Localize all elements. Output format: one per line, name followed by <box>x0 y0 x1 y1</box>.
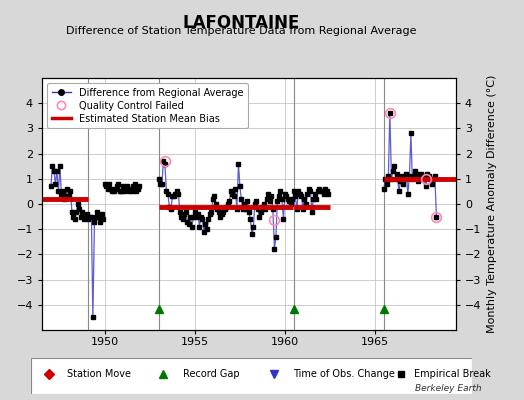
Text: Record Gap: Record Gap <box>183 369 240 379</box>
Text: Difference of Station Temperature Data from Regional Average: Difference of Station Temperature Data f… <box>66 26 416 36</box>
Text: Station Move: Station Move <box>67 369 130 379</box>
Text: Time of Obs. Change: Time of Obs. Change <box>293 369 395 379</box>
Text: Empirical Break: Empirical Break <box>414 369 491 379</box>
Legend: Difference from Regional Average, Quality Control Failed, Estimated Station Mean: Difference from Regional Average, Qualit… <box>47 83 248 128</box>
Text: LAFONTAINE: LAFONTAINE <box>182 14 300 32</box>
Y-axis label: Monthly Temperature Anomaly Difference (°C): Monthly Temperature Anomaly Difference (… <box>487 75 497 333</box>
Text: Berkeley Earth: Berkeley Earth <box>416 384 482 393</box>
